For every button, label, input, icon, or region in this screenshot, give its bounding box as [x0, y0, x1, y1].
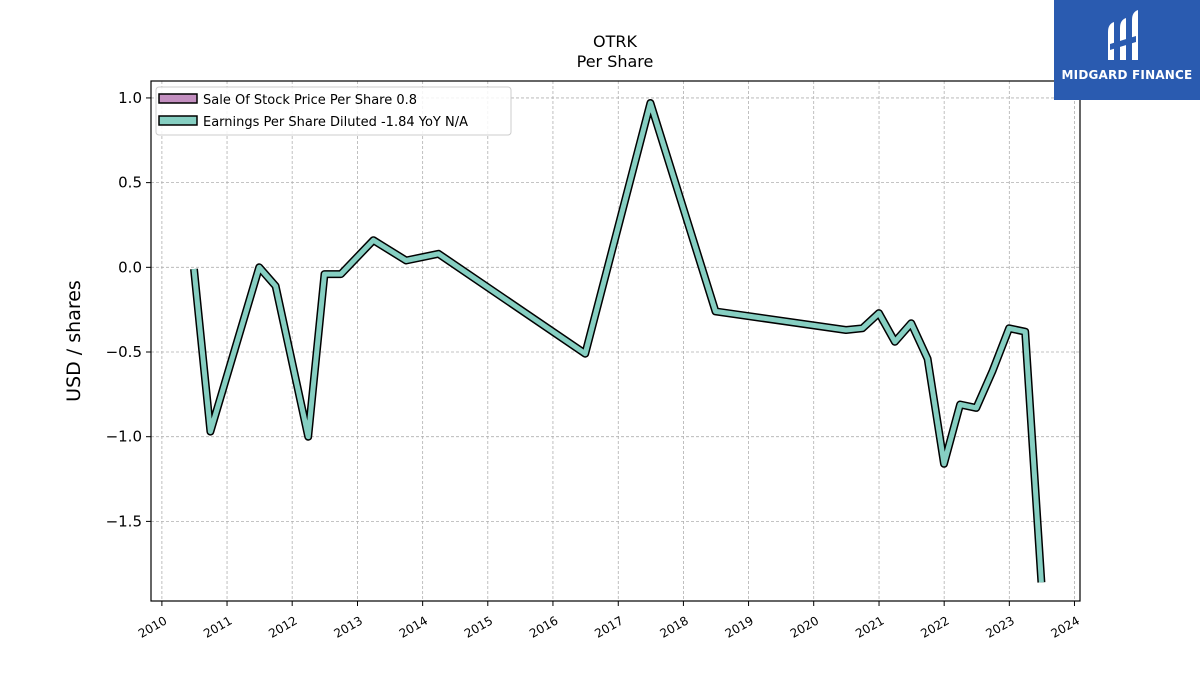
- y-tick-label: −1.0: [106, 428, 142, 446]
- chart-title: OTRK: [593, 32, 637, 51]
- x-tick-label: 2014: [397, 613, 430, 640]
- legend: Sale Of Stock Price Per Share 0.8 Earning…: [155, 86, 512, 136]
- y-tick-label: 1.0: [118, 89, 142, 107]
- y-tick-label: 0.0: [118, 258, 142, 276]
- x-tick-label: 2011: [201, 613, 234, 640]
- x-tick-label: 2016: [527, 613, 560, 640]
- x-tick-label: 2021: [853, 613, 886, 640]
- y-tick-label: −0.5: [106, 343, 142, 361]
- legend-swatch: [158, 93, 198, 104]
- x-tick-label: 2019: [723, 613, 756, 640]
- x-tick-label: 2015: [462, 613, 495, 640]
- x-tick-label: 2020: [788, 613, 821, 640]
- y-tick-label: 0.5: [118, 174, 142, 192]
- x-tick-label: 2018: [657, 613, 690, 640]
- x-tick-label: 2024: [1049, 613, 1082, 640]
- plot-frame: [150, 80, 1081, 602]
- x-tick-label: 2023: [983, 613, 1016, 640]
- midgard-logo-icon: [1108, 10, 1138, 60]
- x-tick-label: 2010: [136, 613, 169, 640]
- series-line-outline: [190, 99, 1046, 583]
- x-tick-label: 2012: [266, 613, 299, 640]
- series-line: [191, 100, 1044, 583]
- brand-logo: MIDGARD FINANCE: [1054, 0, 1200, 100]
- y-axis-label: USD / shares: [63, 280, 85, 402]
- x-tick-label: 2017: [592, 613, 625, 640]
- x-tick-label: 2022: [918, 613, 951, 640]
- legend-label: Earnings Per Share Diluted -1.84 YoY N/A: [203, 115, 468, 130]
- brand-name: MIDGARD FINANCE: [1061, 68, 1193, 82]
- x-tick-label: 2013: [332, 613, 365, 640]
- chart-subtitle: Per Share: [576, 52, 654, 71]
- legend-box: [155, 86, 512, 136]
- legend-label: Sale Of Stock Price Per Share 0.8: [203, 93, 417, 108]
- y-tick-label: −1.5: [106, 512, 142, 530]
- legend-swatch: [158, 115, 198, 126]
